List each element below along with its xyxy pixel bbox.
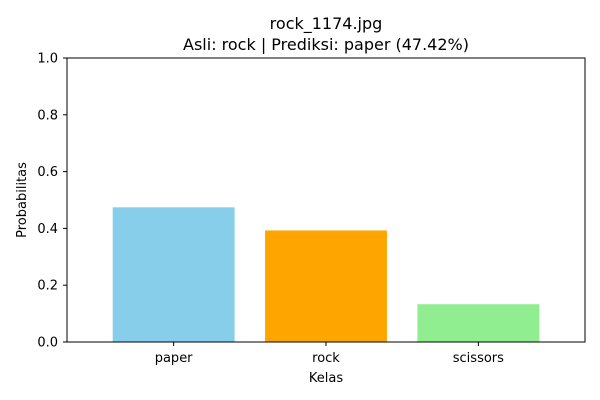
y-axis-ticks: 0.0 0.2 0.4 0.6 0.8 1.0 xyxy=(37,52,67,351)
x-tick-label-rock: rock xyxy=(312,351,340,366)
y-tick-label-2: 0.4 xyxy=(37,222,58,237)
y-tick-label-1: 0.2 xyxy=(37,279,58,294)
y-tick-label-5: 1.0 xyxy=(37,52,58,67)
x-tick-label-scissors: scissors xyxy=(453,351,504,366)
bar-scissors xyxy=(417,304,540,342)
bar-paper xyxy=(112,207,235,342)
y-tick-label-4: 0.8 xyxy=(37,108,58,123)
x-axis-ticks: paper rock scissors xyxy=(155,342,504,366)
x-tick-label-paper: paper xyxy=(155,351,193,366)
chart-title: rock_1174.jpg xyxy=(270,14,383,34)
chart-subtitle: Asli: rock | Prediksi: paper (47.42%) xyxy=(183,35,469,54)
plot-frame xyxy=(66,57,586,343)
x-axis-label: Kelas xyxy=(309,371,343,386)
y-tick-label-3: 0.6 xyxy=(37,165,58,180)
y-axis-label: Probabilitas xyxy=(15,162,30,238)
bars-group xyxy=(112,207,540,342)
bar-rock xyxy=(265,230,387,342)
y-tick-label-0: 0.0 xyxy=(37,336,58,351)
